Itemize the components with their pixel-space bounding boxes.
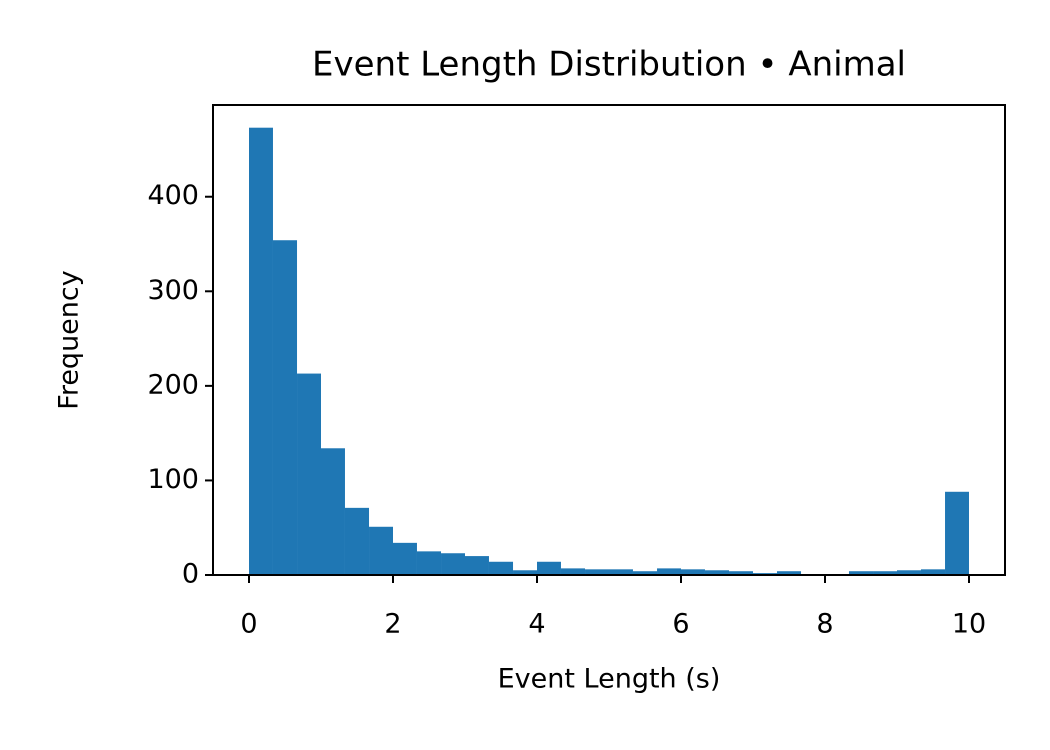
- bar: [369, 526, 393, 575]
- bar: [897, 570, 921, 575]
- bar: [441, 553, 465, 575]
- bar: [249, 127, 273, 576]
- bar: [513, 570, 537, 575]
- bar: [657, 568, 681, 575]
- bar: [585, 569, 609, 575]
- bar: [776, 571, 802, 575]
- bar: [537, 561, 561, 575]
- bar: [704, 570, 730, 575]
- bar: [873, 571, 897, 575]
- y-axis-label: Frequency: [54, 270, 85, 410]
- bar: [344, 507, 370, 575]
- x-tick-label: 10: [952, 609, 986, 640]
- x-tick-label: 0: [240, 609, 257, 640]
- plot-frame: [212, 104, 1006, 576]
- x-axis-label: Event Length (s): [498, 664, 721, 695]
- bar: [920, 569, 946, 575]
- y-tick-label: 400: [147, 180, 199, 211]
- bar: [272, 240, 298, 575]
- bar: [632, 571, 658, 575]
- bar: [945, 491, 969, 575]
- y-tick-label: 0: [182, 559, 199, 590]
- bar: [416, 551, 442, 575]
- x-tick-label: 2: [384, 609, 401, 640]
- x-tick-label: 8: [816, 609, 833, 640]
- bar: [488, 561, 514, 575]
- x-tick-label: 6: [672, 609, 689, 640]
- bar: [297, 373, 321, 575]
- x-tick-label: 4: [528, 609, 545, 640]
- y-tick-label: 300: [147, 275, 199, 306]
- bar: [393, 542, 417, 575]
- bar: [609, 569, 633, 575]
- y-tick-label: 100: [147, 464, 199, 495]
- bar: [321, 448, 345, 575]
- bar: [729, 571, 753, 575]
- bar: [848, 571, 874, 575]
- bar: [465, 556, 489, 575]
- bar: [681, 569, 705, 575]
- chart-title: Event Length Distribution • Animal: [312, 45, 906, 85]
- bar: [560, 568, 586, 575]
- y-tick-label: 200: [147, 369, 199, 400]
